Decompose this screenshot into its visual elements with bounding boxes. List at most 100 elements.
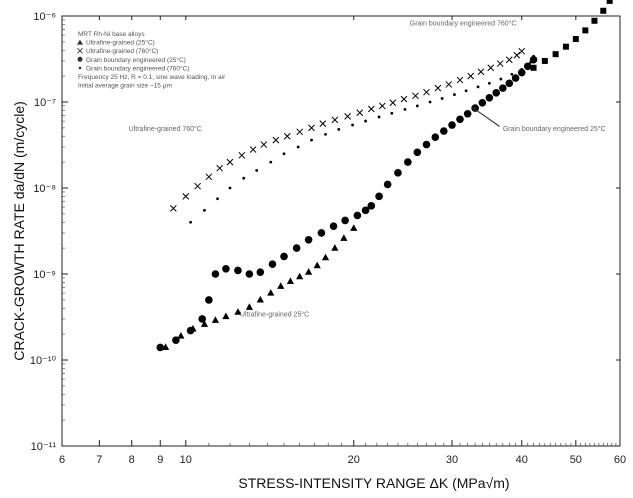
- data-point: [172, 336, 180, 344]
- data-point: [313, 261, 321, 269]
- data-point: [296, 145, 300, 149]
- data-point: [353, 211, 362, 220]
- data-point: [478, 98, 487, 107]
- data-point: [305, 268, 313, 275]
- y-tick-label: 10⁻¹⁰: [30, 355, 57, 367]
- series-3: [189, 54, 535, 224]
- annotation: Ultrafine-grained 760°C: [129, 125, 202, 133]
- data-point: [222, 264, 230, 273]
- data-point: [242, 176, 246, 180]
- annotations: Ultrafine-grained 760°C Ultrafine-grained…: [129, 19, 606, 318]
- data-point: [189, 220, 192, 224]
- data-point: [423, 88, 430, 96]
- annotation: Grain boundary engineered 25°C: [503, 125, 606, 133]
- data-point: [413, 148, 422, 157]
- x-axis: 6 7 8 9 10 20 30 40 50 60: [59, 16, 626, 466]
- data-point: [428, 100, 432, 104]
- data-point: [415, 104, 419, 108]
- data-point: [310, 138, 313, 142]
- annotation-arrow: [471, 106, 500, 127]
- legend-entry: Initial average grain size ~15 µm: [78, 83, 172, 90]
- data-point: [255, 169, 259, 172]
- data-point: [367, 202, 376, 210]
- data-point: [445, 81, 453, 88]
- data-point: [304, 235, 313, 244]
- data-point: [211, 270, 220, 278]
- data-point: [216, 164, 224, 172]
- data-point: [487, 64, 495, 72]
- data-point: [216, 197, 219, 201]
- data-point: [505, 56, 513, 64]
- legend-entry: Frequency 25 Hz, R = 0.1, sine wave load…: [78, 74, 226, 81]
- data-point: [351, 123, 354, 127]
- data-point: [403, 108, 407, 111]
- data-point: [431, 133, 440, 141]
- data-point: [249, 146, 257, 153]
- data-point: [324, 133, 327, 136]
- data-point: [228, 186, 232, 190]
- data-point: [331, 116, 339, 124]
- data-point: [422, 140, 431, 149]
- data-point: [400, 95, 408, 103]
- y-tick-label: 10⁻¹¹: [31, 441, 57, 453]
- series-1: [170, 47, 526, 212]
- data-point: [600, 7, 607, 14]
- data-point: [267, 289, 275, 296]
- data-point: [222, 312, 230, 320]
- data-point: [520, 67, 524, 71]
- legend-marker: [78, 66, 82, 70]
- data-point: [467, 72, 475, 80]
- y-axis: 10⁻¹¹ 10⁻¹⁰ 10⁻⁹ 10⁻⁸ 10⁻⁷ 10⁻⁶: [30, 11, 620, 453]
- data-point: [350, 224, 358, 231]
- data-point: [203, 208, 206, 212]
- y-tick-label: 10⁻⁷: [34, 97, 56, 109]
- data-point: [476, 85, 480, 89]
- data-point: [337, 128, 341, 131]
- data-point: [321, 253, 330, 261]
- data-point: [492, 88, 501, 97]
- data-point: [256, 268, 265, 276]
- series-2: [156, 55, 538, 352]
- x-tick-label: 20: [348, 454, 360, 466]
- data-point: [170, 204, 177, 212]
- data-point: [404, 158, 412, 166]
- data-point: [412, 92, 419, 100]
- data-point: [286, 277, 295, 285]
- data-point: [505, 79, 514, 88]
- data-point: [562, 43, 569, 50]
- annotation: Grain boundary engineered 760°C: [410, 19, 517, 27]
- data-point: [378, 102, 386, 110]
- data-point: [518, 47, 526, 55]
- x-tick-label: 9: [157, 454, 163, 466]
- legend-marker: [77, 56, 83, 62]
- data-point: [541, 57, 548, 64]
- data-point: [269, 160, 273, 164]
- data-point: [523, 62, 532, 71]
- data-point: [308, 124, 315, 132]
- data-point: [485, 93, 494, 102]
- data-point: [198, 315, 206, 323]
- data-point: [582, 27, 589, 34]
- data-point: [186, 326, 195, 335]
- data-point: [211, 316, 220, 323]
- data-point: [464, 89, 468, 93]
- data-point: [453, 93, 456, 96]
- x-axis-title: STRESS-INTENSITY RANGE ΔK (MPa√m): [238, 475, 509, 491]
- data-point: [389, 99, 397, 107]
- legend-entry: Ultrafine-grained (760°C): [86, 47, 158, 55]
- data-point: [477, 68, 485, 76]
- data-point: [606, 0, 613, 4]
- data-point: [510, 72, 514, 76]
- legend-entry: Grain boundary engineered (25°C): [86, 56, 186, 64]
- legend-entry: Grain boundary engineered (760°C): [86, 64, 189, 72]
- data-point: [532, 54, 535, 58]
- annotation-arrowhead: [471, 106, 478, 112]
- data-point: [245, 270, 254, 278]
- y-tick-label: 10⁻⁶: [33, 11, 56, 23]
- data-point: [364, 119, 367, 123]
- data-point: [282, 152, 286, 156]
- data-point: [440, 127, 448, 135]
- series-4: [530, 0, 613, 71]
